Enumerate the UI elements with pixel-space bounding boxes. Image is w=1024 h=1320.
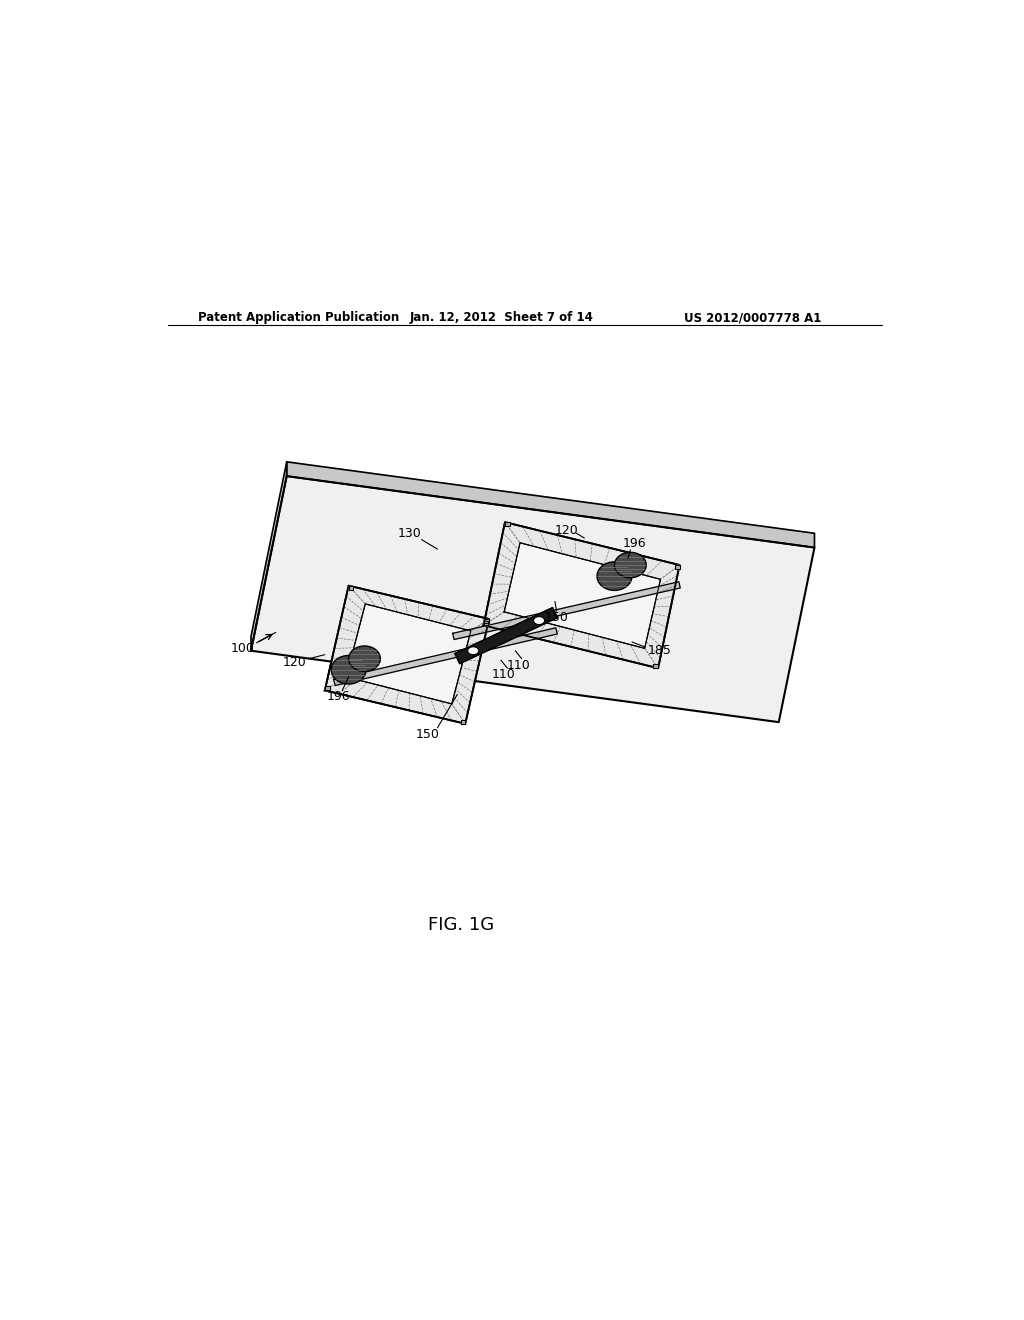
Polygon shape <box>334 628 557 685</box>
Polygon shape <box>504 543 660 648</box>
Polygon shape <box>483 622 488 626</box>
Text: 150: 150 <box>416 727 440 741</box>
Text: 100: 100 <box>231 642 255 655</box>
Text: 120: 120 <box>554 524 578 537</box>
Polygon shape <box>346 605 471 704</box>
Ellipse shape <box>534 616 545 624</box>
Ellipse shape <box>597 562 632 590</box>
Polygon shape <box>325 686 330 690</box>
Text: FIG. 1G: FIG. 1G <box>428 916 495 933</box>
Polygon shape <box>455 607 557 664</box>
Text: 196: 196 <box>623 537 646 550</box>
Text: 110: 110 <box>507 659 530 672</box>
Polygon shape <box>484 619 489 623</box>
Text: Jan. 12, 2012  Sheet 7 of 14: Jan. 12, 2012 Sheet 7 of 14 <box>410 312 594 325</box>
Ellipse shape <box>468 647 479 655</box>
Text: US 2012/0007778 A1: US 2012/0007778 A1 <box>684 312 821 325</box>
Ellipse shape <box>348 645 380 672</box>
Polygon shape <box>287 462 814 548</box>
Polygon shape <box>348 586 353 590</box>
Text: 150: 150 <box>545 611 568 624</box>
Polygon shape <box>675 565 680 569</box>
Polygon shape <box>251 462 287 651</box>
Polygon shape <box>653 664 658 668</box>
Polygon shape <box>325 586 489 723</box>
Text: Patent Application Publication: Patent Application Publication <box>198 312 399 325</box>
Text: 130: 130 <box>398 527 422 540</box>
Ellipse shape <box>331 656 367 684</box>
Polygon shape <box>251 477 814 722</box>
Polygon shape <box>461 719 465 723</box>
Polygon shape <box>483 523 680 668</box>
Text: 185: 185 <box>648 644 672 657</box>
Polygon shape <box>453 582 680 639</box>
Text: 110: 110 <box>492 668 515 681</box>
Polygon shape <box>505 523 510 527</box>
Ellipse shape <box>614 552 646 578</box>
Text: 120: 120 <box>283 656 306 669</box>
Text: 196: 196 <box>327 690 350 704</box>
